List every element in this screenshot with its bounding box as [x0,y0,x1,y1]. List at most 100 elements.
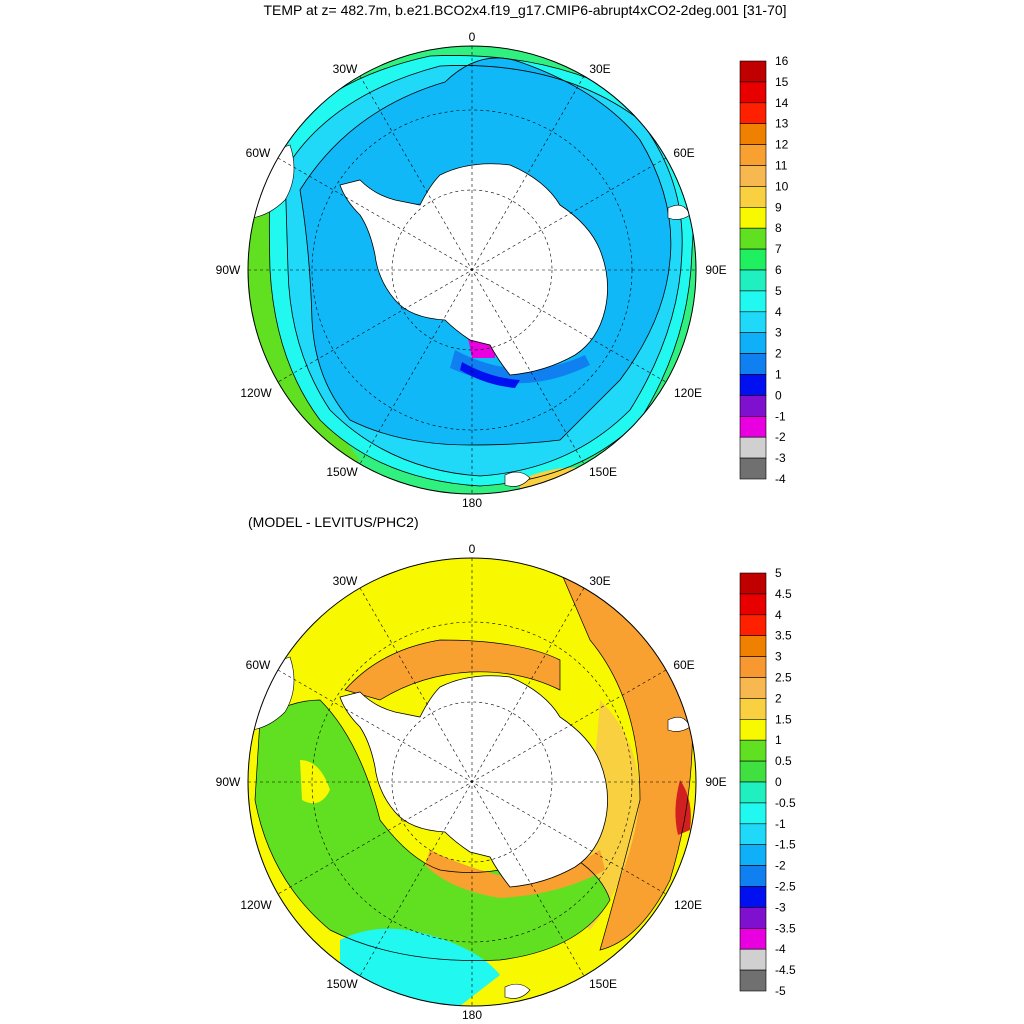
bottom-colorbar-swatch [739,865,767,887]
bottom-colorbar-label: 0 [775,775,782,789]
bottom-colorbar-label: -2 [775,859,786,873]
top-field-deep-blue [460,362,520,388]
top-colorbar-swatch [739,144,767,166]
top-colorbar-swatch [739,227,767,250]
bottom-colorbar-label: 4 [775,608,782,622]
top-lon-label-150e: 150E [589,465,617,479]
bottom-colorbar-swatch [739,823,767,845]
bottom-lon-label-30e: 30E [589,574,610,588]
top-map-border [247,45,697,495]
top-lon-label-120w: 120W [240,386,272,400]
top-colorbar-label: -4 [775,472,786,486]
top-colorbar-label: -1 [775,409,786,423]
bottom-lon-label-60w: 60W [246,658,271,672]
bottom-colorbar-swatch [739,948,767,971]
top-lon-label-30w: 30W [333,62,358,76]
top-colorbar-label: 5 [775,284,782,298]
top-lon-label-90e: 90E [705,263,726,277]
bottom-colorbar-swatch [739,656,767,678]
top-lon-label-60w: 60W [246,146,271,160]
top-colorbar-swatch [739,353,767,375]
top-colorbar-swatch [739,60,767,83]
top-colorbar-swatch [739,123,767,145]
bottom-colorbar-swatch [739,907,767,929]
bottom-field-orange-east [560,570,693,950]
bottom-colorbar-label: -4 [775,942,786,956]
bottom-colorbar-label: -1.5 [775,838,796,852]
top-colorbar-swatch [739,165,767,187]
bottom-colorbar-label: 1 [775,733,782,747]
bottom-colorbar-label: -0.5 [775,796,796,810]
top-map-title: TEMP at z= 482.7m, b.e21.BCO2x4.f19_g17.… [263,2,787,18]
top-colorbar-swatch [739,186,767,208]
top-colorbar-label: 14 [775,96,789,110]
top-colorbar-swatch [739,415,767,438]
top-colorbar-label: 12 [775,138,789,152]
top-colorbar-label: 3 [775,326,782,340]
bottom-colorbar-swatch [739,614,767,636]
top-colorbar-swatch [739,374,767,396]
top-colorbar-label: 0 [775,388,782,402]
bottom-lon-label-90w: 90W [216,775,241,789]
bottom-map-title: (MODEL - LEVITUS/PHC2) [248,514,419,530]
top-land-nz [504,471,531,487]
bottom-colorbar-swatch [739,718,767,741]
top-longitude-labels: 0 30E 60E 90E 120E 150E 180 150W 120W 90W 60W 30W [216,30,727,510]
top-lon-label-30e: 30E [589,62,610,76]
bottom-colorbar-label: 3.5 [775,629,792,643]
bottom-colorbar-swatch [739,572,767,595]
top-colorbar-label: -3 [775,451,786,465]
top-lon-label-120e: 120E [674,386,702,400]
top-lon-label-150w: 150W [326,465,358,479]
bottom-colorbar-label: -3 [775,900,786,914]
bottom-field-yellow-west [300,760,330,804]
bottom-colorbar-label: 1.5 [775,712,792,726]
bottom-lon-label-150e: 150E [589,977,617,991]
bottom-colorbar-swatch [739,593,767,616]
bottom-lon-label-180: 180 [462,1008,482,1022]
top-colorbar-swatch [739,207,767,229]
bottom-colorbar-label: -5 [775,984,786,998]
top-colorbar-swatch [739,102,767,125]
bottom-colorbar-swatch [739,698,767,720]
bottom-map-border [247,557,697,1007]
bottom-colorbar-swatch [739,760,767,783]
top-lon-label-0: 0 [469,30,476,44]
bottom-graticule [248,558,696,1006]
bottom-colorbar-label: 2.5 [775,671,792,685]
bottom-lon-label-90e: 90E [705,775,726,789]
top-colorbar-swatch [739,436,767,459]
top-colorbar-label: -2 [775,430,786,444]
top-colorbar-label: 11 [775,159,788,173]
bottom-antarctica [339,675,608,888]
top-contours [268,55,694,487]
top-colorbar-label: 16 [775,54,789,68]
bottom-colorbar-swatch [739,635,767,657]
bottom-lon-label-150w: 150W [326,977,358,991]
bottom-colorbar-label: 0.5 [775,754,792,768]
bottom-colorbar-swatch [739,781,767,804]
top-colorbar-swatch [739,395,767,417]
bottom-land-nz [504,983,531,999]
top-colorbar-swatch [739,248,767,271]
top-colorbar-label: 15 [775,75,789,89]
top-colorbar-label: 10 [775,179,789,193]
top-temperature-map [247,45,697,495]
bottom-colorbar-label: -4.5 [775,963,796,977]
top-colorbar-swatch [739,290,767,313]
bottom-colorbar-swatch [739,802,767,825]
bottom-colorbar-label: 4.5 [775,587,792,601]
top-colorbar-label: 7 [775,242,782,256]
top-colorbar-swatch [739,311,767,333]
top-colorbar-label: 4 [775,305,782,319]
bottom-lon-label-0: 0 [469,542,476,556]
bottom-field-red-east [675,780,691,835]
bottom-colorbar: 5 4.5 4 3.5 3 2.5 2 1.5 1 0.5 0 -0.5 -1 -1.5 -2 -2.5 -3 -… [739,566,796,998]
top-graticule [248,46,696,494]
top-colorbar-swatch [739,457,767,480]
bottom-colorbar-label: 2 [775,691,782,705]
bottom-colorbar-swatch [739,844,767,866]
top-colorbar-label: 13 [775,117,789,131]
top-lon-label-60e: 60E [673,146,694,160]
